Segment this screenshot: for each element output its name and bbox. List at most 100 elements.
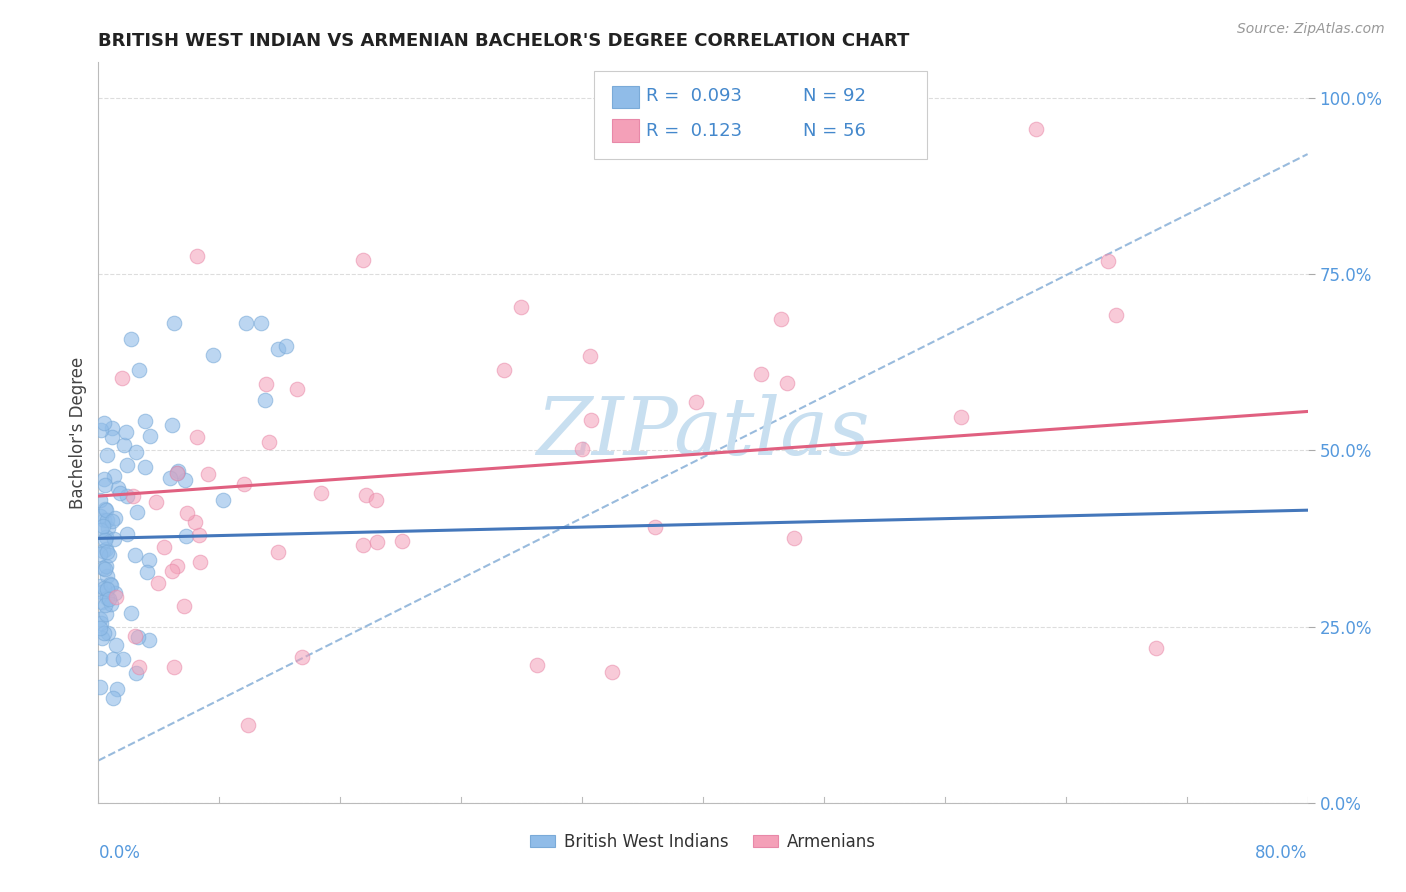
Point [105, 591, 128, 605]
Point [602, 665, 624, 680]
Point [128, 363, 150, 377]
Point [783, 532, 806, 546]
Point [89, 579, 111, 593]
Point [93, 416, 115, 430]
Text: N = 56: N = 56 [803, 121, 866, 139]
Point [166, 559, 188, 574]
Point [90, 632, 112, 646]
Point [187, 528, 209, 542]
Point [259, 435, 281, 450]
Point [366, 534, 388, 549]
Point [91, 595, 114, 609]
Point [94, 503, 117, 517]
Point [776, 376, 799, 391]
Point [101, 420, 124, 434]
Point [101, 514, 124, 528]
Point [162, 660, 184, 674]
Point [100, 597, 122, 611]
Point [101, 429, 124, 443]
Point [89, 547, 111, 561]
Point [571, 442, 593, 457]
Point [1105, 308, 1128, 322]
Point [509, 300, 531, 314]
Point [309, 485, 332, 500]
Point [93, 472, 115, 486]
Point [134, 414, 156, 428]
Point [89, 681, 111, 695]
Point [96, 448, 118, 462]
Point [103, 691, 125, 706]
Point [89, 612, 111, 626]
Point [94, 541, 117, 556]
Point [93, 512, 115, 526]
Point [117, 489, 139, 503]
Point [138, 553, 160, 567]
Point [160, 417, 183, 432]
Point [98, 592, 121, 607]
Point [89, 493, 111, 508]
Point [166, 467, 188, 481]
Point [134, 460, 156, 475]
Point [112, 651, 135, 665]
Text: R =  0.093: R = 0.093 [647, 87, 742, 105]
Point [97, 521, 120, 535]
Point [139, 428, 162, 442]
Point [352, 252, 374, 267]
Point [112, 438, 135, 452]
Point [186, 430, 208, 444]
Point [122, 489, 145, 503]
Point [176, 506, 198, 520]
Point [250, 316, 273, 330]
Point [174, 473, 197, 487]
Y-axis label: Bachelor's Degree: Bachelor's Degree [69, 357, 87, 508]
Point [125, 665, 148, 680]
Point [96, 591, 118, 605]
Point [93, 626, 115, 640]
Point [94, 599, 117, 613]
Text: ZIPatlas: ZIPatlas [536, 394, 870, 471]
Point [94, 477, 117, 491]
Point [103, 532, 125, 546]
Text: BRITISH WEST INDIAN VS ARMENIAN BACHELOR'S DEGREE CORRELATION CHART: BRITISH WEST INDIAN VS ARMENIAN BACHELOR… [98, 32, 910, 50]
Point [93, 581, 115, 595]
Point [267, 545, 290, 559]
Point [148, 576, 170, 591]
Point [770, 312, 793, 326]
Point [89, 651, 111, 665]
Text: Source: ZipAtlas.com: Source: ZipAtlas.com [1237, 22, 1385, 37]
Point [188, 555, 211, 569]
Legend: British West Indians, Armenians: British West Indians, Armenians [523, 826, 883, 857]
Point [197, 467, 219, 481]
Point [94, 562, 117, 576]
Point [254, 377, 277, 392]
Point [89, 508, 111, 523]
Point [685, 395, 707, 409]
Point [253, 392, 276, 407]
Point [1097, 254, 1119, 268]
Point [166, 466, 188, 480]
Point [184, 515, 207, 529]
Point [202, 348, 225, 362]
Point [1024, 122, 1046, 136]
Point [366, 492, 388, 507]
Point [91, 584, 114, 599]
Point [153, 540, 176, 554]
Point [644, 520, 666, 534]
Point [90, 616, 112, 631]
Point [138, 633, 160, 648]
Point [235, 316, 257, 330]
Point [105, 681, 128, 696]
Point [91, 519, 114, 533]
Bar [613, 87, 638, 108]
Text: N = 92: N = 92 [803, 87, 866, 105]
Point [233, 476, 256, 491]
Point [267, 342, 290, 356]
Point [173, 599, 195, 614]
Point [117, 526, 139, 541]
Point [96, 569, 118, 583]
Point [97, 548, 120, 562]
Point [159, 470, 181, 484]
Point [176, 529, 198, 543]
Point [578, 349, 600, 363]
Point [581, 413, 603, 427]
